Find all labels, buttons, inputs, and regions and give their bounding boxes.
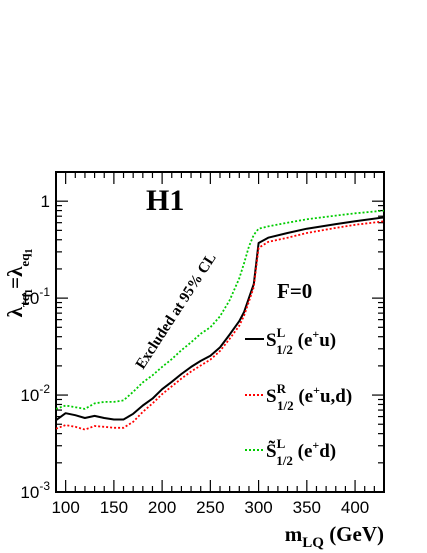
x-tick-label: 350: [293, 498, 321, 517]
x-tick-label: 200: [148, 498, 176, 517]
x-tick-label: 250: [196, 498, 224, 517]
y-tick-label: 10-1: [20, 285, 50, 308]
axis-ticks: 100 150 200 250 300 350 400 10-3 10-2 10-1 1: [20, 171, 385, 517]
series-line-2: [56, 220, 384, 431]
x-axis-title: mLQ (GeV): [285, 522, 384, 551]
series-line-1: [56, 216, 384, 422]
legend-label-1: SL 1/2 (e+u): [266, 325, 336, 357]
x-tick-label: 100: [51, 498, 79, 517]
legend-label-3: S̃L 1/2 (e+d): [266, 436, 336, 468]
x-axis-title-text: mLQ (GeV): [285, 522, 384, 551]
y-tick-label: 10-3: [20, 479, 50, 502]
legend: SL 1/2 (e+u) SR 1/2 (e+u,d) S̃L 1/2 (e+d): [245, 325, 352, 468]
x-tick-label: 150: [100, 498, 128, 517]
legend-label-2: SR 1/2 (e+u,d): [266, 381, 352, 413]
chart-title: H1: [146, 184, 184, 217]
x-tick-label: 300: [244, 498, 272, 517]
y-tick-label: 10-2: [20, 382, 50, 405]
x-tick-label: 400: [341, 498, 369, 517]
fermion-number-label: F=0: [277, 279, 312, 303]
y-tick-label: 1: [41, 192, 50, 211]
series-line-3: [56, 209, 384, 410]
y-axis-title: λτq1=λeq1: [3, 249, 35, 318]
series-layer: [56, 209, 384, 431]
y-axis-title-text: λτq1=λeq1: [3, 249, 35, 318]
